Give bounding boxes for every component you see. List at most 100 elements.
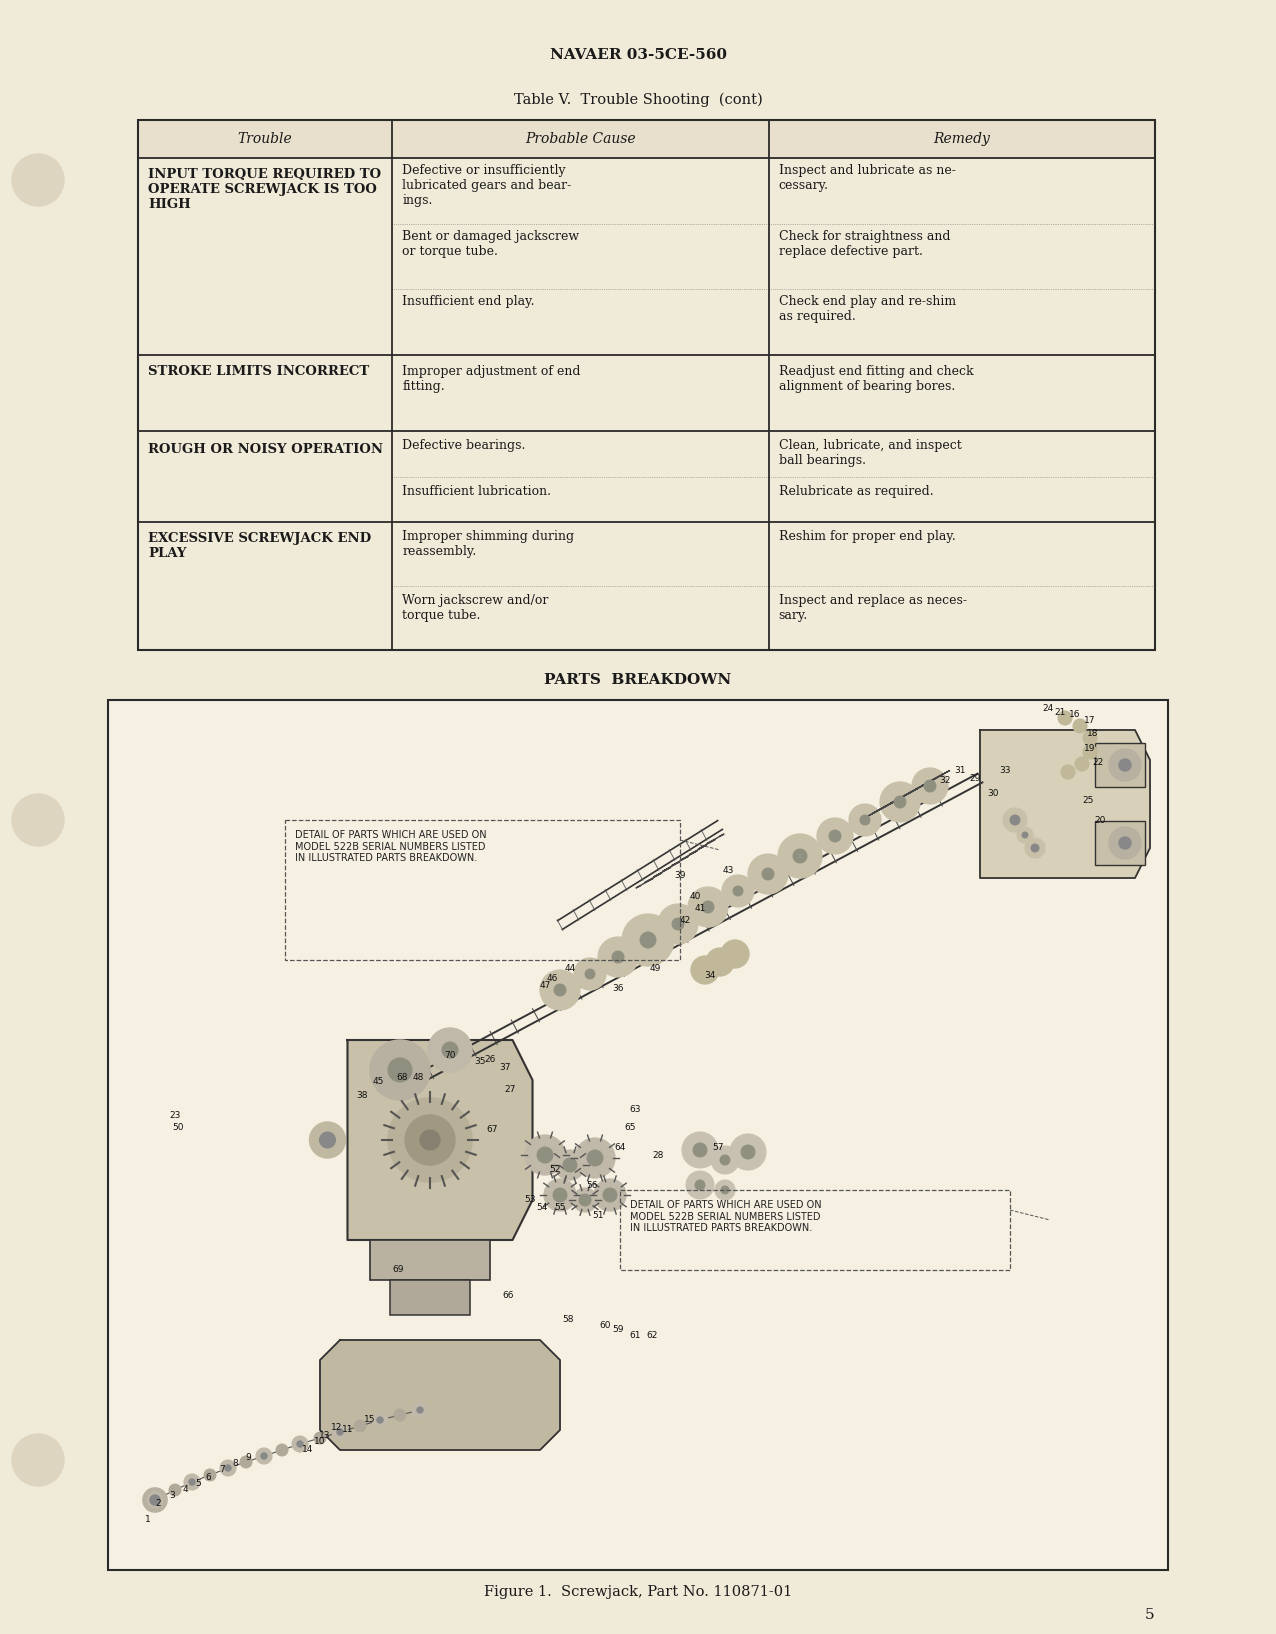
- Circle shape: [152, 1497, 158, 1503]
- Text: 31: 31: [954, 765, 966, 775]
- Circle shape: [394, 1409, 406, 1422]
- Bar: [370, 1240, 490, 1279]
- Text: 2: 2: [156, 1498, 161, 1508]
- Circle shape: [537, 1147, 553, 1163]
- Text: 23: 23: [170, 1111, 181, 1119]
- Text: 7: 7: [219, 1466, 225, 1474]
- Text: 35: 35: [475, 1057, 486, 1067]
- Circle shape: [681, 1132, 718, 1168]
- Text: 57: 57: [712, 1144, 723, 1152]
- Circle shape: [225, 1466, 231, 1471]
- Bar: [1095, 743, 1145, 788]
- Text: 54: 54: [536, 1204, 547, 1212]
- Circle shape: [587, 1150, 604, 1167]
- Circle shape: [441, 1042, 458, 1057]
- Circle shape: [924, 779, 937, 792]
- Circle shape: [292, 1436, 308, 1453]
- Bar: [138, 119, 1155, 158]
- Text: 22: 22: [1092, 758, 1104, 766]
- Circle shape: [574, 958, 606, 990]
- Text: 52: 52: [549, 1165, 560, 1175]
- Circle shape: [641, 931, 656, 948]
- Text: 61: 61: [629, 1330, 641, 1340]
- Text: Defective or insufficiently
lubricated gears and bear-
ings.: Defective or insufficiently lubricated g…: [402, 163, 572, 208]
- Circle shape: [143, 1489, 167, 1511]
- Circle shape: [711, 1145, 739, 1173]
- Circle shape: [555, 1150, 584, 1180]
- Circle shape: [147, 1492, 163, 1508]
- Text: 66: 66: [503, 1291, 514, 1299]
- Bar: [1095, 820, 1145, 864]
- Bar: [138, 119, 1155, 650]
- Circle shape: [1017, 827, 1034, 843]
- Text: Remedy: Remedy: [933, 132, 990, 145]
- Text: 65: 65: [624, 1124, 635, 1132]
- Text: 58: 58: [563, 1315, 574, 1325]
- Text: 29: 29: [970, 773, 981, 783]
- Circle shape: [1058, 711, 1072, 725]
- Polygon shape: [320, 1340, 560, 1449]
- Text: Readjust end fitting and check
alignment of bearing bores.: Readjust end fitting and check alignment…: [778, 364, 974, 392]
- Circle shape: [598, 936, 638, 977]
- Text: Worn jackscrew and/or
torque tube.: Worn jackscrew and/or torque tube.: [402, 595, 549, 623]
- Circle shape: [151, 1495, 160, 1505]
- Text: 28: 28: [652, 1150, 664, 1160]
- Text: 55: 55: [554, 1204, 565, 1212]
- Circle shape: [672, 918, 684, 930]
- Circle shape: [692, 956, 718, 984]
- Circle shape: [11, 794, 64, 846]
- Text: 3: 3: [170, 1492, 175, 1500]
- Circle shape: [912, 768, 948, 804]
- Circle shape: [880, 783, 920, 822]
- Text: DETAIL OF PARTS WHICH ARE USED ON
MODEL 522B SERIAL NUMBERS LISTED
IN ILLUSTRATE: DETAIL OF PARTS WHICH ARE USED ON MODEL …: [295, 830, 486, 863]
- Circle shape: [1025, 838, 1045, 858]
- Circle shape: [11, 1435, 64, 1485]
- Text: PARTS  BREAKDOWN: PARTS BREAKDOWN: [545, 673, 731, 686]
- Bar: [108, 699, 1168, 1570]
- Text: 67: 67: [486, 1126, 498, 1134]
- Text: 50: 50: [172, 1124, 184, 1132]
- Text: 69: 69: [392, 1265, 403, 1275]
- Text: 42: 42: [679, 915, 690, 925]
- Text: Check for straightness and
replace defective part.: Check for straightness and replace defec…: [778, 230, 951, 258]
- Circle shape: [1083, 745, 1097, 760]
- Text: 32: 32: [939, 776, 951, 784]
- Circle shape: [1109, 748, 1141, 781]
- Circle shape: [417, 1407, 424, 1413]
- Circle shape: [276, 1444, 288, 1456]
- Text: 47: 47: [540, 980, 551, 990]
- Circle shape: [370, 1039, 430, 1100]
- Circle shape: [412, 1402, 427, 1418]
- Text: 26: 26: [485, 1056, 495, 1064]
- Circle shape: [310, 1123, 346, 1159]
- Circle shape: [721, 940, 749, 967]
- Text: Probable Cause: Probable Cause: [526, 132, 635, 145]
- Circle shape: [168, 1484, 181, 1497]
- Circle shape: [702, 900, 715, 913]
- Text: 16: 16: [1069, 709, 1081, 719]
- Text: 24: 24: [1042, 704, 1054, 712]
- Text: 9: 9: [245, 1454, 251, 1462]
- Circle shape: [544, 1180, 575, 1211]
- Text: 10: 10: [314, 1438, 325, 1446]
- Circle shape: [1109, 827, 1141, 859]
- Text: 5: 5: [1145, 1608, 1155, 1623]
- Text: 62: 62: [647, 1330, 657, 1340]
- Text: Relubricate as required.: Relubricate as required.: [778, 485, 933, 498]
- Text: Figure 1.  Screwjack, Part No. 110871-01: Figure 1. Screwjack, Part No. 110871-01: [484, 1585, 792, 1600]
- Text: 63: 63: [629, 1106, 641, 1114]
- Text: 53: 53: [524, 1196, 536, 1204]
- Text: 30: 30: [988, 789, 999, 797]
- Circle shape: [553, 1188, 567, 1203]
- Circle shape: [604, 1188, 618, 1203]
- Circle shape: [722, 874, 754, 907]
- Circle shape: [337, 1430, 343, 1435]
- Text: 45: 45: [373, 1077, 384, 1087]
- Text: Bent or damaged jackscrew
or torque tube.: Bent or damaged jackscrew or torque tube…: [402, 230, 579, 258]
- Text: 51: 51: [592, 1211, 604, 1219]
- Circle shape: [748, 855, 789, 894]
- Text: Clean, lubricate, and inspect
ball bearings.: Clean, lubricate, and inspect ball beari…: [778, 440, 961, 467]
- Circle shape: [621, 913, 674, 966]
- Circle shape: [319, 1132, 336, 1149]
- Text: Inspect and lubricate as ne-
cessary.: Inspect and lubricate as ne- cessary.: [778, 163, 956, 193]
